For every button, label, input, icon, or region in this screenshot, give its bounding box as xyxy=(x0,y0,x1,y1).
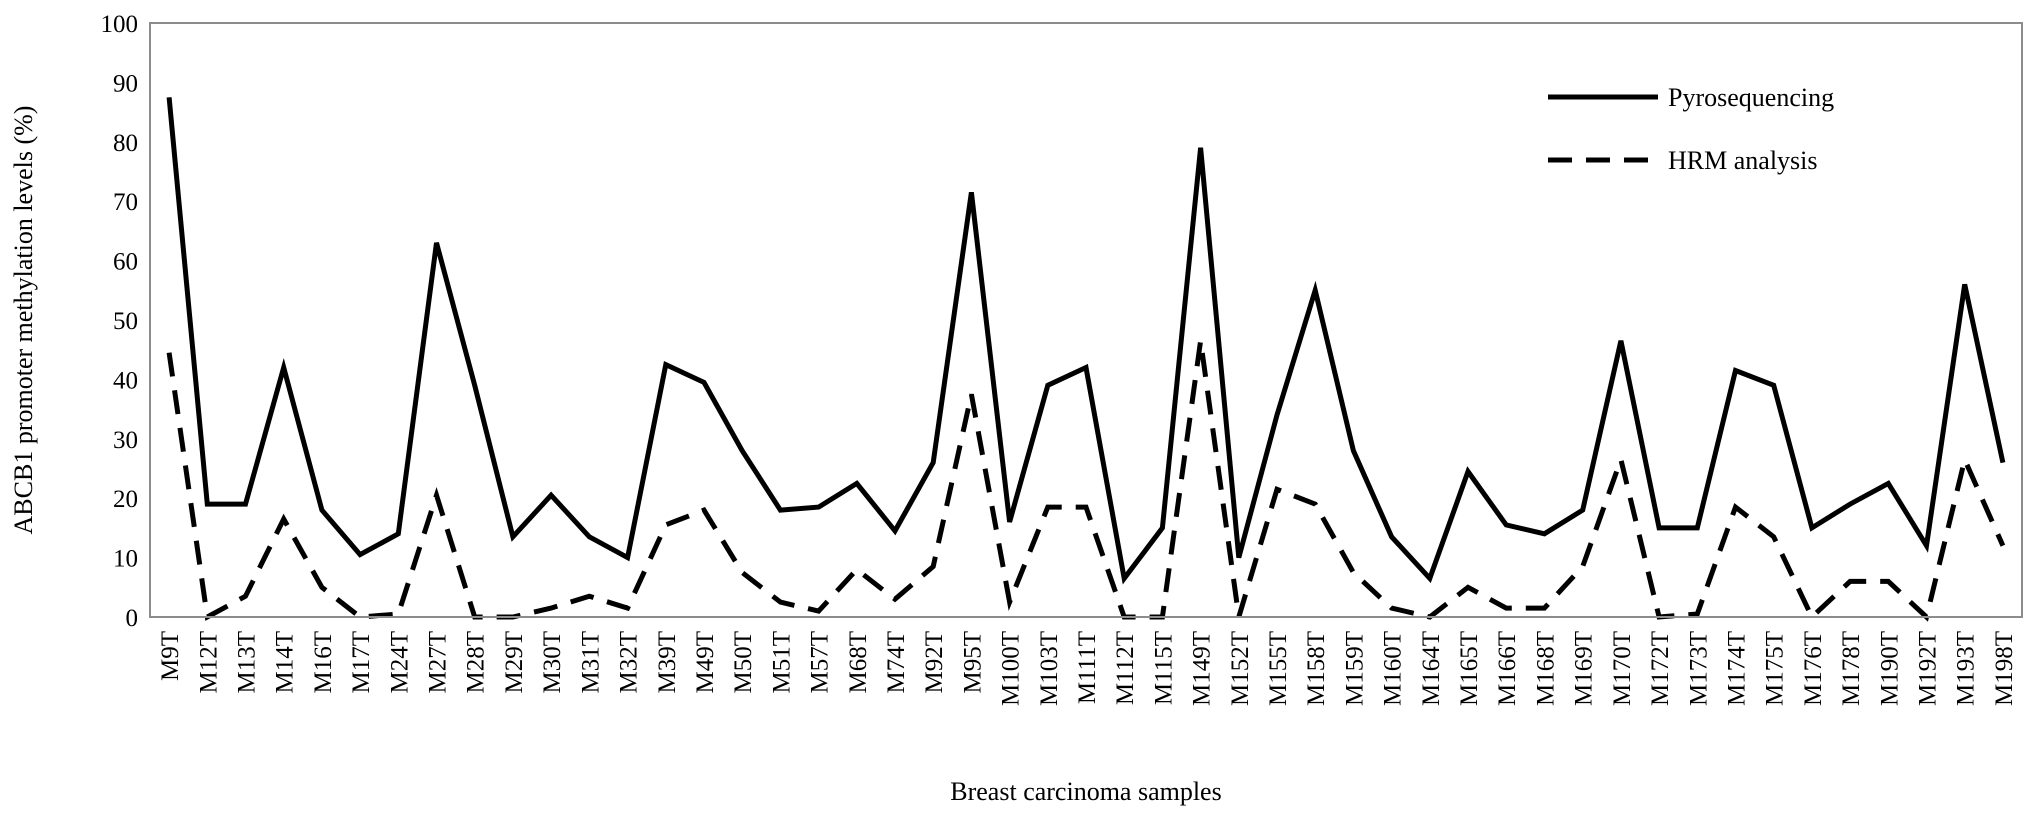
x-tick-label: M92T xyxy=(921,631,948,694)
y-tick-label: 0 xyxy=(126,605,139,632)
x-tick-label: M74T xyxy=(883,631,910,694)
x-tick-label: M39T xyxy=(654,631,681,694)
x-tick-label: M164T xyxy=(1418,631,1445,706)
series-line-hrm-analysis xyxy=(166,340,2006,622)
x-tick-label: M159T xyxy=(1341,631,1368,706)
x-tick-label: M160T xyxy=(1380,631,1407,706)
x-tick-label: M100T xyxy=(998,631,1025,706)
y-tick-label: 10 xyxy=(113,546,138,573)
x-tick-label: M192T xyxy=(1914,631,1941,706)
x-tick-label: M24T xyxy=(386,631,413,694)
x-tick-label: M51T xyxy=(768,631,795,694)
x-tick-label: M165T xyxy=(1456,631,1483,706)
x-tick-label: M172T xyxy=(1647,631,1674,706)
x-tick-label: M68T xyxy=(845,631,872,694)
x-tick-label: M28T xyxy=(463,631,490,694)
x-tick-label: M30T xyxy=(539,631,566,694)
y-tick-label: 60 xyxy=(113,249,138,276)
y-tick-label: 100 xyxy=(101,11,139,38)
x-tick-label: M29T xyxy=(501,631,528,694)
x-tick-label: M178T xyxy=(1838,631,1865,706)
x-tick-label: M50T xyxy=(730,631,757,694)
x-tick-label: M152T xyxy=(1227,631,1254,706)
x-tick-label: M27T xyxy=(425,631,452,694)
x-tick-label: M174T xyxy=(1723,631,1750,706)
x-tick-label: M155T xyxy=(1265,631,1292,706)
series-lines xyxy=(166,97,2006,622)
x-tick-label: M173T xyxy=(1685,631,1712,706)
x-axis-title: Breast carcinoma samples xyxy=(950,777,1221,806)
x-tick-label: M12T xyxy=(195,631,222,694)
x-tick-label: M112T xyxy=(1112,631,1139,705)
x-tick-label: M158T xyxy=(1303,631,1330,706)
y-tick-label: 70 xyxy=(113,189,138,216)
x-tick-label: M169T xyxy=(1571,631,1598,706)
x-tick-label: M14T xyxy=(272,631,299,694)
y-tick-label: 20 xyxy=(113,486,138,513)
x-tick-label: M193T xyxy=(1953,631,1980,706)
plot-frame xyxy=(149,22,2023,618)
y-tick-label: 90 xyxy=(113,70,138,97)
series-line-pyrosequencing xyxy=(166,97,2006,585)
x-tick-label: M190T xyxy=(1876,631,1903,706)
x-tick-label: M111T xyxy=(1074,631,1101,704)
y-axis-title: ABCB1 promoter methylation levels (%) xyxy=(9,106,38,535)
x-tick-label: M175T xyxy=(1762,631,1789,706)
x-tick-label: M32T xyxy=(616,631,643,694)
x-axis-ticks: M9T M12T M13T M14T M16T M17T M24T M27T M28T M29T M… xyxy=(157,631,2018,706)
x-tick-label: M95T xyxy=(959,631,986,694)
x-tick-label: M17T xyxy=(348,631,375,694)
x-tick-label: M149T xyxy=(1189,631,1216,706)
x-tick-label: M170T xyxy=(1609,631,1636,706)
y-tick-label: 50 xyxy=(113,308,138,335)
x-tick-label: M9T xyxy=(157,631,184,681)
y-tick-label: 40 xyxy=(113,367,138,394)
y-axis-ticks: 0 10 20 30 40 50 60 70 80 90 100 xyxy=(101,11,139,632)
legend-label-pyrosequencing: Pyrosequencing xyxy=(1668,83,1834,112)
legend-label-hrm-analysis: HRM analysis xyxy=(1668,146,1818,175)
x-tick-label: M13T xyxy=(234,631,261,694)
x-tick-label: M103T xyxy=(1036,631,1063,706)
x-tick-label: M198T xyxy=(1991,631,2018,706)
x-tick-label: M115T xyxy=(1150,631,1177,705)
x-tick-label: M49T xyxy=(692,631,719,694)
x-tick-label: M16T xyxy=(310,631,337,694)
legend: Pyrosequencing HRM analysis xyxy=(1548,83,1834,175)
x-tick-label: M57T xyxy=(807,631,834,694)
x-tick-label: M166T xyxy=(1494,631,1521,706)
x-tick-label: M31T xyxy=(577,631,604,694)
y-tick-label: 80 xyxy=(113,130,138,157)
x-tick-label: M176T xyxy=(1800,631,1827,706)
x-tick-label: M168T xyxy=(1532,631,1559,706)
y-tick-label: 30 xyxy=(113,427,138,454)
